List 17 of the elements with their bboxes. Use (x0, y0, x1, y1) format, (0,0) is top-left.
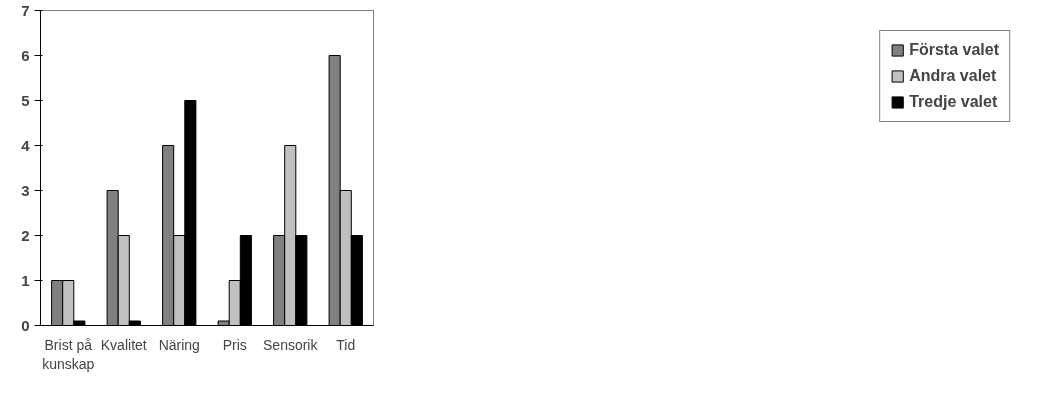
y-tick-label: 7 (21, 1, 30, 19)
y-tick-label: 3 (21, 181, 30, 199)
y-tick-label: 4 (21, 136, 31, 154)
x-tick-label: Tid (336, 336, 356, 353)
legend-label: Andra valet (909, 67, 997, 85)
x-tick-label: Näring (158, 336, 200, 353)
y-tick-label: 6 (21, 46, 30, 64)
y-tick-label: 5 (21, 91, 30, 109)
x-tick-label: Kvalitet (100, 336, 147, 353)
y-tick-label: 2 (21, 226, 30, 244)
y-tick-label: 0 (21, 316, 30, 334)
y-tick-label: 1 (21, 271, 30, 289)
legend-label: Första valet (909, 41, 999, 59)
x-tick-label: Brist på kunskap (42, 336, 95, 372)
x-tick-label: Sensorik (263, 336, 319, 353)
legend-label: Tredje valet (909, 93, 998, 111)
x-tick-label: Pris (222, 336, 247, 353)
